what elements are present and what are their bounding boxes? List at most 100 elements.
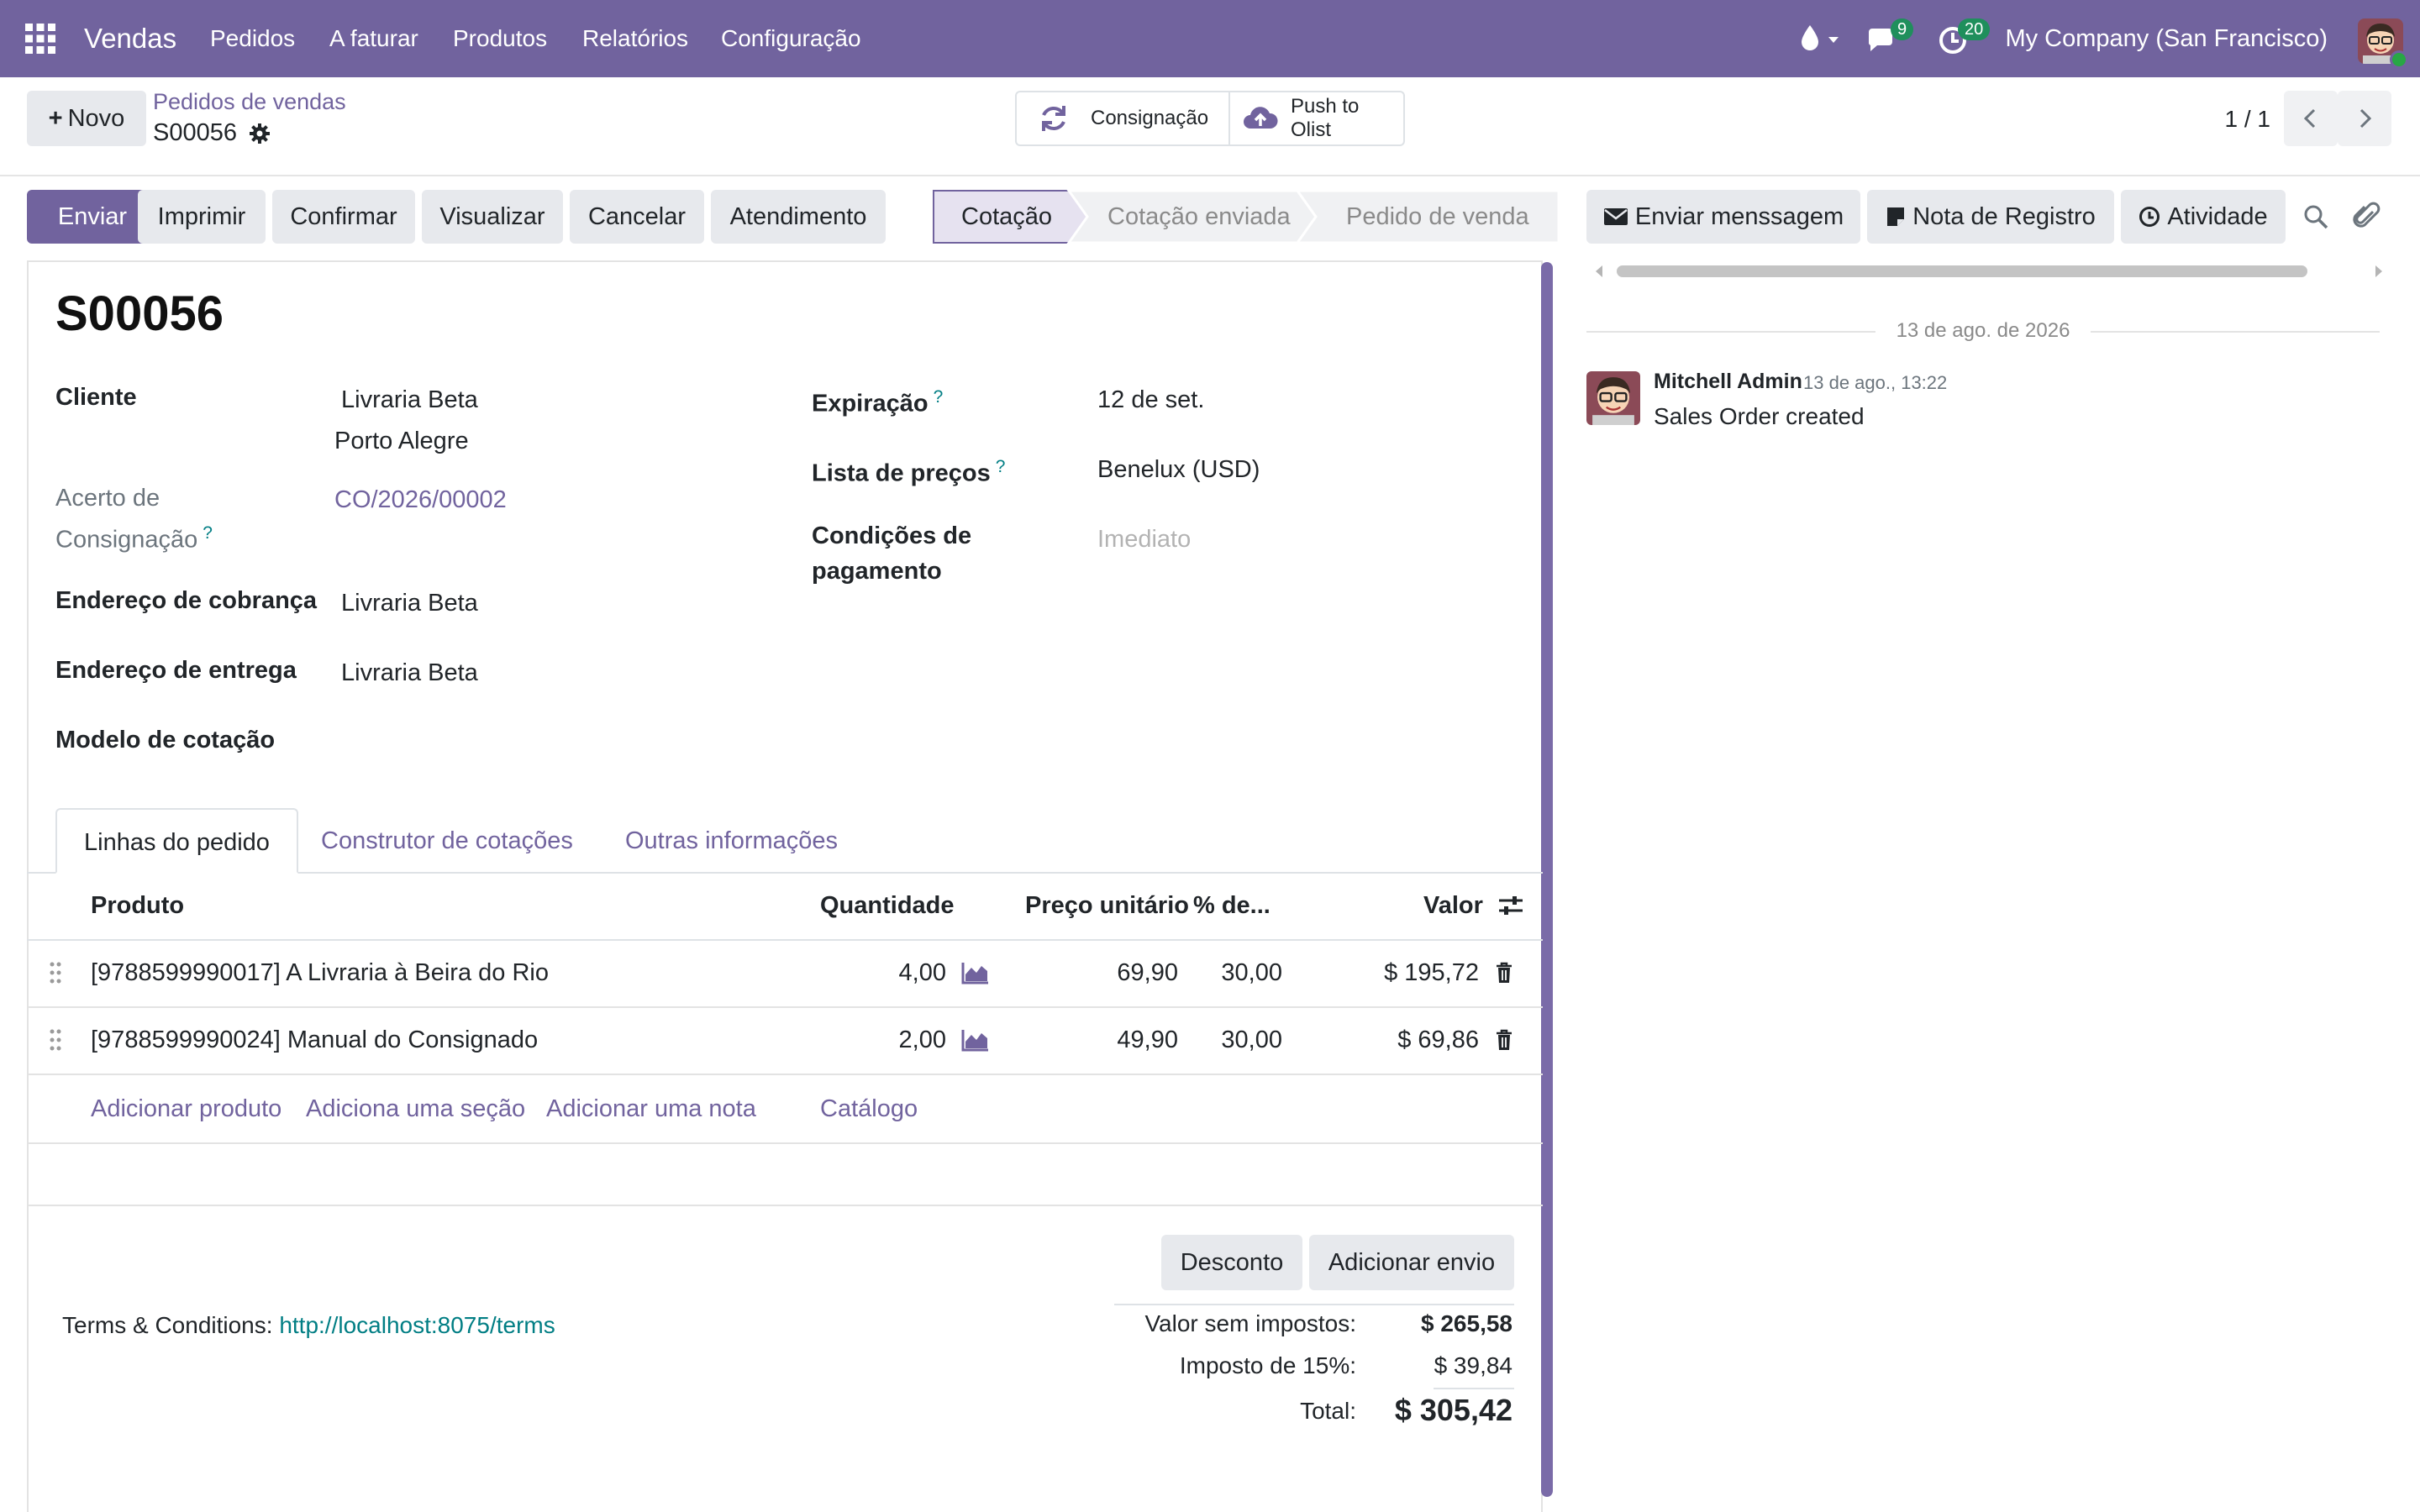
area-chart-icon[interactable] xyxy=(961,961,990,984)
send-button[interactable]: Enviar xyxy=(27,190,158,244)
add-section-link[interactable]: Adiciona uma seção xyxy=(306,1095,526,1122)
chat-icon[interactable] xyxy=(1865,24,1902,57)
help-tooltip-icon[interactable]: ? xyxy=(203,523,213,543)
terms-link[interactable]: http://localhost:8075/terms xyxy=(279,1312,555,1338)
gear-icon[interactable] xyxy=(249,123,271,144)
tab-other-info[interactable]: Outras informações xyxy=(625,827,839,854)
activities-badge: 20 xyxy=(1958,18,1991,40)
activity-clock-icon[interactable] xyxy=(1938,24,1971,57)
col-amount[interactable]: Valor xyxy=(1423,892,1483,919)
col-discount[interactable]: % de... xyxy=(1193,892,1270,919)
chatter-horizontal-scrollbar[interactable] xyxy=(1617,265,2307,277)
drag-handle-icon[interactable] xyxy=(49,961,62,984)
payment-terms-label-2: pagamento xyxy=(812,558,942,585)
service-button[interactable]: Atendimento xyxy=(711,190,886,244)
stage-quotation-sent[interactable]: Cotação enviada xyxy=(1107,203,1291,230)
pricelist-value[interactable]: Benelux (USD) xyxy=(1097,456,1260,483)
delivery-address-label: Endereço de entrega xyxy=(55,657,297,684)
date-separator: 13 de ago. de 2026 xyxy=(1586,316,2380,346)
menu-produtos[interactable]: Produtos xyxy=(453,25,548,51)
message-author[interactable]: Mitchell Admin xyxy=(1654,370,1802,393)
col-quantity[interactable]: Quantidade xyxy=(820,892,955,919)
line-quantity[interactable]: 2,00 xyxy=(898,1026,946,1053)
consignment-settlement-label-1: Acerto de xyxy=(55,485,160,512)
sticky-note-icon xyxy=(1887,207,1905,226)
consignment-button[interactable]: Consignação xyxy=(1017,92,1230,144)
push-to-olist-button[interactable]: Push to Olist xyxy=(1230,92,1359,144)
search-icon[interactable] xyxy=(2302,203,2329,230)
cancel-button[interactable]: Cancelar xyxy=(570,190,704,244)
row-divider xyxy=(27,1205,1543,1206)
pager-previous-button[interactable] xyxy=(2284,91,2338,146)
menu-pedidos[interactable]: Pedidos xyxy=(210,25,296,51)
quotation-template-field[interactable] xyxy=(341,722,778,758)
new-button-label: Novo xyxy=(67,105,125,132)
breadcrumb-parent[interactable]: Pedidos de vendas xyxy=(153,89,346,114)
clock-icon xyxy=(2139,207,2160,227)
customer-name[interactable]: Livraria Beta xyxy=(341,386,478,413)
scroll-left-arrow-icon[interactable] xyxy=(1593,264,1605,279)
help-tooltip-icon[interactable]: ? xyxy=(933,387,944,407)
trash-icon[interactable] xyxy=(1494,961,1514,984)
total-value: $ 305,42 xyxy=(1394,1393,1512,1427)
preview-button[interactable]: Visualizar xyxy=(422,190,563,244)
consignment-settlement-link[interactable]: CO/2026/00002 xyxy=(334,486,507,513)
catalog-link[interactable]: Catálogo xyxy=(820,1095,918,1122)
payment-terms-label-1: Condições de xyxy=(812,522,972,549)
pager-value[interactable]: 1 / 1 xyxy=(2224,106,2270,132)
payment-terms-field[interactable]: Imediato xyxy=(1097,526,1192,553)
line-unit-price[interactable]: 49,90 xyxy=(1117,1026,1178,1053)
expiration-label-text: Expiração xyxy=(812,390,929,417)
discount-button[interactable]: Desconto xyxy=(1161,1235,1302,1290)
droplet-menu-icon[interactable] xyxy=(1798,22,1842,55)
tab-order-lines[interactable]: Linhas do pedido xyxy=(55,808,298,874)
send-message-button[interactable]: Enviar menssagem xyxy=(1586,190,1860,244)
menu-configuracao[interactable]: Configuração xyxy=(721,25,861,51)
menu-a-faturar[interactable]: A faturar xyxy=(329,25,418,51)
help-tooltip-icon[interactable]: ? xyxy=(995,457,1006,476)
apps-grid-icon[interactable] xyxy=(24,22,57,55)
add-note-link[interactable]: Adicionar uma nota xyxy=(546,1095,756,1122)
drag-handle-icon[interactable] xyxy=(49,1028,62,1052)
menu-relatorios[interactable]: Relatórios xyxy=(582,25,689,51)
line-product[interactable]: [9788599990017] A Livraria à Beira do Ri… xyxy=(91,959,549,986)
trash-icon[interactable] xyxy=(1494,1028,1514,1052)
message-author-avatar[interactable] xyxy=(1586,371,1640,425)
customer-city: Porto Alegre xyxy=(334,428,469,454)
pager-next-button[interactable] xyxy=(2338,91,2391,146)
confirm-button[interactable]: Confirmar xyxy=(272,190,415,244)
expiration-value[interactable]: 12 de set. xyxy=(1097,386,1205,413)
company-switcher[interactable]: My Company (San Francisco) xyxy=(2005,25,2328,52)
stage-quotation[interactable]: Cotação xyxy=(961,203,1053,230)
messages-badge: 9 xyxy=(1891,18,1914,40)
stage-sales-order[interactable]: Pedido de venda xyxy=(1346,203,1529,230)
col-product[interactable]: Produto xyxy=(91,892,185,919)
activity-button[interactable]: Atividade xyxy=(2121,190,2286,244)
form-scrollbar[interactable] xyxy=(1541,262,1553,1497)
area-chart-icon[interactable] xyxy=(961,1028,990,1052)
add-shipping-button[interactable]: Adicionar envio xyxy=(1309,1235,1514,1290)
log-note-button[interactable]: Nota de Registro xyxy=(1867,190,2114,244)
line-unit-price[interactable]: 69,90 xyxy=(1117,959,1178,986)
row-divider xyxy=(27,1006,1543,1008)
print-button[interactable]: Imprimir xyxy=(138,190,266,244)
new-button[interactable]: + Novo xyxy=(27,91,146,146)
add-product-link[interactable]: Adicionar produto xyxy=(91,1095,282,1122)
line-amount: $ 69,86 xyxy=(1397,1026,1479,1053)
line-discount[interactable]: 30,00 xyxy=(1221,959,1282,986)
line-product[interactable]: [9788599990024] Manual do Consignado xyxy=(91,1026,539,1053)
app-name[interactable]: Vendas xyxy=(84,23,177,54)
pricelist-label: Lista de preços? xyxy=(812,449,1005,491)
optional-columns-icon[interactable] xyxy=(1497,892,1524,919)
line-discount[interactable]: 30,00 xyxy=(1221,1026,1282,1053)
total-label: Total: xyxy=(1300,1398,1356,1424)
tab-quote-builder[interactable]: Construtor de cotações xyxy=(321,827,573,854)
scroll-right-arrow-icon[interactable] xyxy=(2373,264,2385,279)
line-quantity[interactable]: 4,00 xyxy=(898,959,946,986)
col-unit-price[interactable]: Preço unitário xyxy=(1025,892,1189,919)
terms-label: Terms & Conditions: xyxy=(62,1312,273,1338)
invoice-address-value[interactable]: Livraria Beta xyxy=(341,590,478,617)
paperclip-icon[interactable] xyxy=(2353,202,2381,232)
tax-value: $ 39,84 xyxy=(1434,1352,1512,1378)
delivery-address-value[interactable]: Livraria Beta xyxy=(341,659,478,686)
